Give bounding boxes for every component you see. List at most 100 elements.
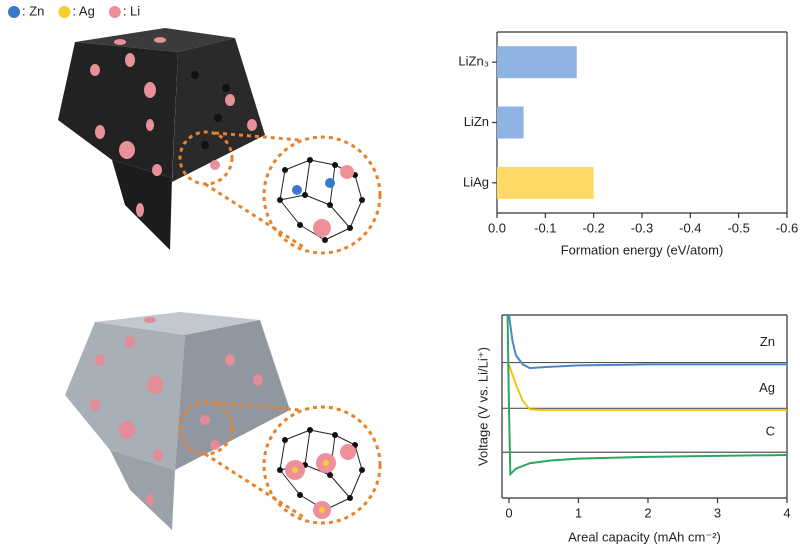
illustration-line [279,169,286,201]
illustration-line [324,227,351,241]
illustration-polygon [95,312,260,335]
illustration-circle [327,472,333,478]
x-tick-label: -0.3 [631,220,653,235]
illustration-line [284,429,311,441]
illustration-circle [292,185,302,195]
illustration-circle [262,405,382,525]
illustration-circle [277,467,283,473]
illustration-line [349,199,363,229]
illustration-ellipse [200,415,210,425]
illustration-ellipse [144,317,156,323]
illustration-circle [297,492,303,498]
legend-label: : Zn [22,3,44,18]
y-tick-label: LiAg [463,174,489,189]
illustration-circle [292,467,298,473]
y-tick-label: LiZn [464,114,489,129]
illustration-circle [323,460,329,466]
illustration-line [279,469,301,496]
x-tick-label: -0.1 [534,220,556,235]
illustration-polygon [110,450,175,530]
illustration-circle [191,71,199,79]
illustration-ellipse [152,164,162,176]
illustration-circle [262,135,382,255]
bar [497,106,524,139]
illustration-ellipse [247,119,257,131]
illustration-line [279,439,286,471]
illustration-line [214,401,301,412]
illustration-circle [319,507,325,513]
legend: : Zn : Ag : Li [8,3,140,18]
legend-label: : Ag [72,3,94,18]
illustration-line [304,159,311,196]
illustration-line [349,469,363,499]
illustration-ellipse [210,160,220,170]
illustration-circle [313,219,331,237]
illustration-circle [347,495,353,501]
gray-polyhedron [65,312,290,530]
x-tick-label: 0.0 [488,220,506,235]
dark-polyhedron [58,28,265,250]
illustration-ellipse [119,421,135,439]
legend-swatch [58,6,71,18]
illustration-polygon [65,322,185,470]
illustration-ellipse [147,376,163,394]
illustration-ellipse [210,440,220,450]
x-tick-label: 4 [783,505,790,520]
bar [497,166,594,199]
x-tick-label: -0.5 [727,220,749,235]
x-tick-label: -0.2 [582,220,604,235]
illustration-circle [322,237,328,243]
illustration-polygon [175,320,290,470]
illustration-circle [325,178,335,188]
illustration-g [191,71,230,149]
illustration-circle [347,225,353,231]
illustration-ellipse [95,125,105,139]
illustration-g [90,37,257,217]
illustration-ellipse [125,336,135,348]
illustration-circle [302,192,308,198]
illustration-line [304,429,311,466]
illustration-circle [201,141,209,149]
illustration-line [354,444,363,471]
series-label: C [766,424,775,439]
series-label: Ag [759,380,775,395]
illustration-line [329,474,351,499]
illustration-circle [297,222,303,228]
illustration-line [309,159,336,166]
illustration-line [304,464,331,476]
illustration-circle [332,162,338,168]
illustration-ellipse [90,399,100,411]
illustration-ellipse [125,53,135,67]
illustration-line [204,452,306,520]
illustration-line [204,182,306,250]
illustration-polygon [172,38,265,182]
illustration-ellipse [146,119,154,131]
y-tick-label: LiZn₃ [458,54,489,69]
illustration-ellipse [154,37,166,43]
x-tick-label: -0.6 [776,220,798,235]
x-axis-label: Formation energy (eV/atom) [561,242,724,257]
illustration-line [279,194,306,201]
illustration-circle [359,197,365,203]
illustration-ellipse [144,82,156,98]
series-line [507,314,787,370]
illustration-ellipse [114,39,126,45]
illustration-circle [282,437,288,443]
x-tick-label: 1 [575,505,582,520]
illustration-circle [307,157,313,163]
illustration-circle [307,427,313,433]
legend-swatch [108,6,121,18]
series-line [506,314,788,477]
illustration-circle [282,167,288,173]
illustration-polygon [58,42,178,178]
x-axis-label: Areal capacity (mAh cm⁻²) [568,529,721,544]
illustration-line [214,131,301,142]
legend-label: : Li [123,3,140,18]
illustration-ellipse [119,141,135,159]
illustration-ellipse [225,94,235,106]
illustration-circle [332,432,338,438]
illustration-line [329,204,351,229]
